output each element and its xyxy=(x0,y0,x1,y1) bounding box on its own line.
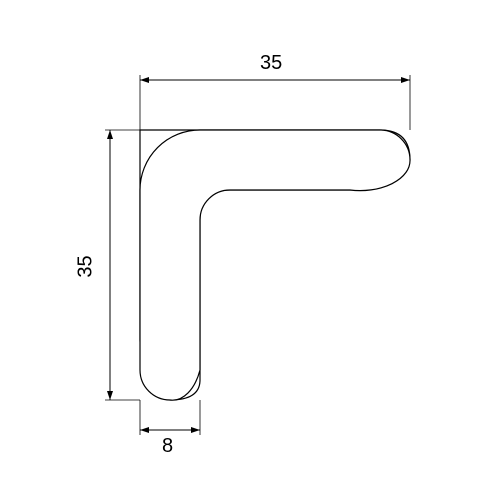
dimension-thickness xyxy=(140,400,200,435)
dimension-left xyxy=(105,130,140,400)
technical-drawing xyxy=(0,0,500,500)
dim-left-label: 35 xyxy=(75,255,98,277)
dim-thickness-label: 8 xyxy=(162,435,173,458)
profile-shape-final xyxy=(140,130,410,400)
dim-top-label: 35 xyxy=(260,52,282,75)
dimension-top xyxy=(140,75,410,130)
